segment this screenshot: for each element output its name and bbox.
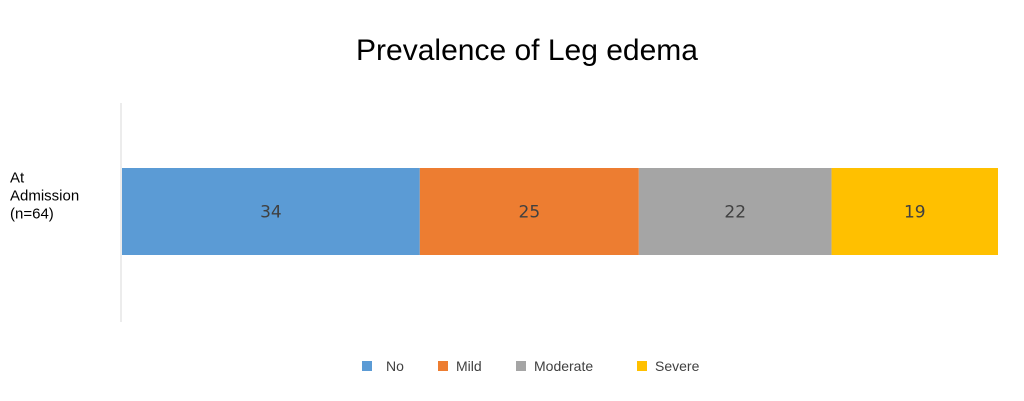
legend-swatch-severe	[637, 361, 647, 371]
bar-segment-severe	[831, 168, 998, 255]
data-label-moderate: 22	[724, 203, 746, 223]
category-label-line: Admission	[10, 188, 79, 205]
data-label-mild: 25	[519, 203, 541, 223]
legend-label-no: No	[386, 358, 404, 374]
category-label-line: (n=64)	[10, 206, 54, 223]
legend: No Mild Moderate Severe	[362, 358, 700, 374]
legend-swatch-mild	[438, 361, 448, 371]
data-labels-group: 34 25 22 19	[260, 203, 926, 223]
data-label-severe: 19	[904, 203, 926, 223]
legend-label-moderate: Moderate	[534, 358, 593, 374]
legend-swatch-no	[362, 361, 372, 371]
bars-group	[122, 168, 998, 255]
bar-segment-moderate	[638, 168, 832, 255]
data-label-no: 34	[260, 203, 282, 223]
legend-label-severe: Severe	[655, 358, 700, 374]
bar-segment-mild	[419, 168, 639, 255]
bar-segment-no	[122, 168, 420, 255]
category-label: At Admission (n=64)	[10, 170, 79, 223]
legend-label-mild: Mild	[456, 358, 482, 374]
legend-swatch-moderate	[516, 361, 526, 371]
category-label-line: At	[10, 170, 25, 187]
category-labels-group: At Admission (n=64)	[10, 170, 79, 223]
chart-title: Prevalence of Leg edema	[356, 34, 698, 67]
